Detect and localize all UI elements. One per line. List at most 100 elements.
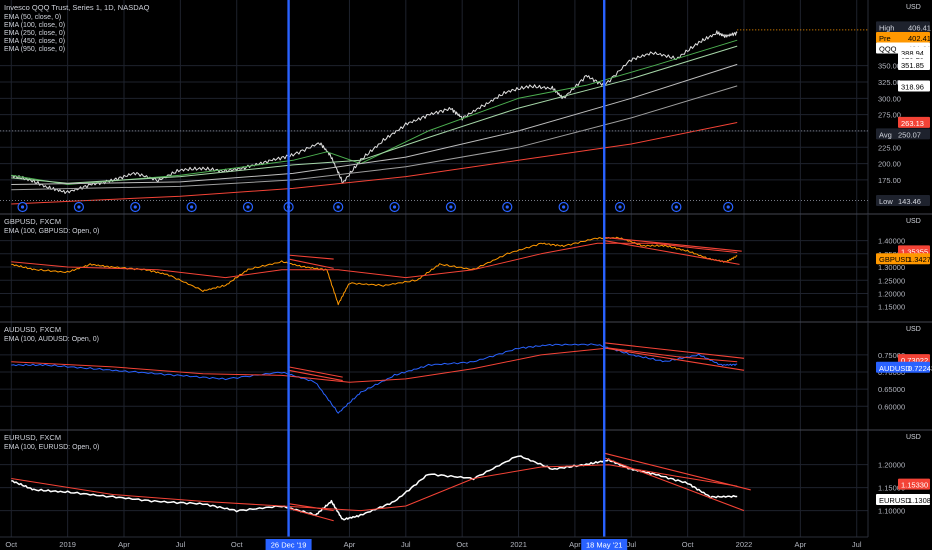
grid bbox=[10, 0, 858, 537]
marker-label-bg bbox=[581, 539, 628, 550]
pre-tag-bg bbox=[876, 31, 930, 43]
indicator-label: EMA (100, AUDUSD: Open, 0) bbox=[4, 336, 99, 343]
low-tag: Low bbox=[879, 197, 893, 206]
x-tick-label: Oct bbox=[231, 540, 244, 549]
marker-label: 18 May '21 bbox=[586, 541, 622, 550]
dividend-icon-dot bbox=[336, 205, 340, 209]
currency-unit: USD bbox=[906, 4, 921, 11]
dividend-icon-dot bbox=[246, 205, 250, 209]
pane-gbpusd: 1.150001.200001.250001.300001.350001.400… bbox=[0, 213, 932, 322]
panes: 175.00200.00225.00250.00275.00300.00325.… bbox=[0, 0, 932, 537]
y-tick-label: 325.00 bbox=[878, 78, 901, 87]
x-tick-label: Apr bbox=[569, 540, 581, 549]
dividend-icon-dot bbox=[726, 205, 730, 209]
last-value: 0.72243 bbox=[908, 364, 932, 373]
x-tick-label: 2022 bbox=[736, 540, 753, 549]
indicator-label: EMA (450, close, 0) bbox=[4, 38, 65, 45]
y-tick-label: 350.00 bbox=[878, 62, 901, 71]
pre-tag: Pre bbox=[879, 34, 891, 43]
x-axis: Oct 2019 Apr Jul Oct Apr Jul Oct 2021 Apr Jul Oct 20… bbox=[0, 536, 868, 549]
ema950-tag: 263.13 bbox=[901, 119, 924, 128]
low-value: 143.46 bbox=[898, 197, 921, 206]
marker-label: 26 Dec '19 bbox=[271, 541, 307, 550]
y-tick-label: 300.00 bbox=[878, 94, 901, 103]
ema450-tag-bg bbox=[898, 80, 930, 92]
y-tick-label: 1.25000 bbox=[878, 276, 905, 285]
y-tick-label: 175.00 bbox=[878, 176, 901, 185]
trend-channel-line bbox=[288, 369, 343, 382]
y-tick-label: 1.20000 bbox=[878, 289, 905, 298]
ema-tag: 1.15330 bbox=[901, 481, 928, 490]
y-tick-label: 1.15000 bbox=[878, 484, 905, 493]
pane-eurusd: 1.10000 1.15000 1.20000 USD EURUSD, FXCM EMA … bbox=[0, 429, 932, 537]
last-tag: QQQ bbox=[879, 45, 897, 54]
y-tick-label: 1.30000 bbox=[878, 263, 905, 272]
ema-tag-bg bbox=[898, 478, 930, 490]
pane-title: GBPUSD, FXCM bbox=[4, 217, 61, 226]
x-tick-label: Apr bbox=[344, 540, 356, 549]
indicator-label: EMA (100, GBPUSD: Open, 0) bbox=[4, 228, 99, 235]
trend-channel-line bbox=[288, 503, 334, 512]
dividend-icon-dot bbox=[20, 205, 25, 209]
trend-channel-line bbox=[288, 366, 343, 378]
series-line-gbpusd-1 bbox=[11, 242, 738, 279]
last-tag-bg bbox=[876, 253, 930, 265]
currency-unit: USD bbox=[906, 326, 921, 333]
y-tick-label: 200.00 bbox=[878, 160, 901, 169]
x-tick-label: Jul bbox=[401, 540, 411, 549]
indicator-label: EMA (250, close, 0) bbox=[4, 30, 65, 37]
indicator-label: EMA (50, close, 0) bbox=[4, 14, 61, 21]
avg-value: 250.07 bbox=[898, 130, 921, 139]
currency-unit: USD bbox=[906, 218, 921, 225]
series-line-audusd-0 bbox=[11, 343, 738, 414]
last-tag: GBPUSD bbox=[879, 255, 911, 264]
low-tag-bg bbox=[876, 194, 930, 206]
ema450-tag: 318.96 bbox=[901, 82, 924, 91]
y-tick-label: 275.00 bbox=[878, 111, 901, 120]
ema250-tag-bg bbox=[898, 58, 930, 70]
dividend-icon-dot bbox=[449, 205, 453, 209]
series-line-gbpusd-0 bbox=[11, 236, 738, 306]
y-tick-label: 0.75000 bbox=[878, 351, 905, 360]
dividend-icon-dot bbox=[618, 205, 622, 209]
series-line-qqq-3 bbox=[11, 63, 738, 185]
x-tick-label: Jul bbox=[176, 540, 186, 549]
indicator-label: EMA (100, EURUSD: Open, 0) bbox=[4, 444, 99, 451]
trend-channel-line bbox=[604, 236, 742, 252]
dividend-icon-dot bbox=[674, 205, 678, 209]
last-tag: AUDUSD bbox=[879, 364, 911, 373]
y-tick-label: 1.15000 bbox=[878, 303, 905, 312]
x-tick-label: 2019 bbox=[59, 540, 76, 549]
indicator-label: EMA (950, close, 0) bbox=[4, 46, 65, 53]
avg-tag-bg bbox=[876, 128, 930, 140]
dividend-icon-dot bbox=[392, 205, 397, 209]
ema250-tag: 351.85 bbox=[901, 61, 924, 70]
y-tick-label: 225.00 bbox=[878, 143, 901, 152]
y-tick-label: 1.10000 bbox=[878, 507, 905, 516]
vertical-markers: 26 Dec '19 18 May '21 bbox=[265, 0, 628, 550]
y-tick-label: 1.20000 bbox=[878, 461, 905, 470]
ema-tag: 0.73022 bbox=[901, 356, 928, 365]
marker-label-bg bbox=[265, 539, 312, 550]
dividend-icon-dot bbox=[133, 205, 137, 209]
pre-value: 402.41 bbox=[908, 34, 931, 43]
last-tag: EURUSD bbox=[879, 496, 911, 505]
x-tick-label: Oct bbox=[456, 540, 469, 549]
x-tick-label: Oct bbox=[682, 540, 695, 549]
x-tick-label: Oct bbox=[5, 540, 18, 549]
pane-title: AUDUSD, FXCM bbox=[4, 325, 61, 334]
y-tick-label: 0.60000 bbox=[878, 402, 905, 411]
y-tick-label: 1.40000 bbox=[878, 237, 905, 246]
ema50-tag: 388.94 bbox=[901, 49, 924, 58]
series-line-qqq-0 bbox=[11, 30, 738, 194]
trend-channel-line bbox=[288, 258, 334, 269]
trend-channel-line bbox=[604, 452, 751, 491]
pane-title: Invesco QQQ Trust, Series 1, 1D, NASDAQ bbox=[4, 3, 150, 12]
pane-title: EURUSD, FXCM bbox=[4, 433, 61, 442]
trend-channel-line bbox=[288, 507, 334, 522]
last-tag-bg bbox=[876, 361, 930, 373]
currency-unit: USD bbox=[906, 434, 921, 441]
